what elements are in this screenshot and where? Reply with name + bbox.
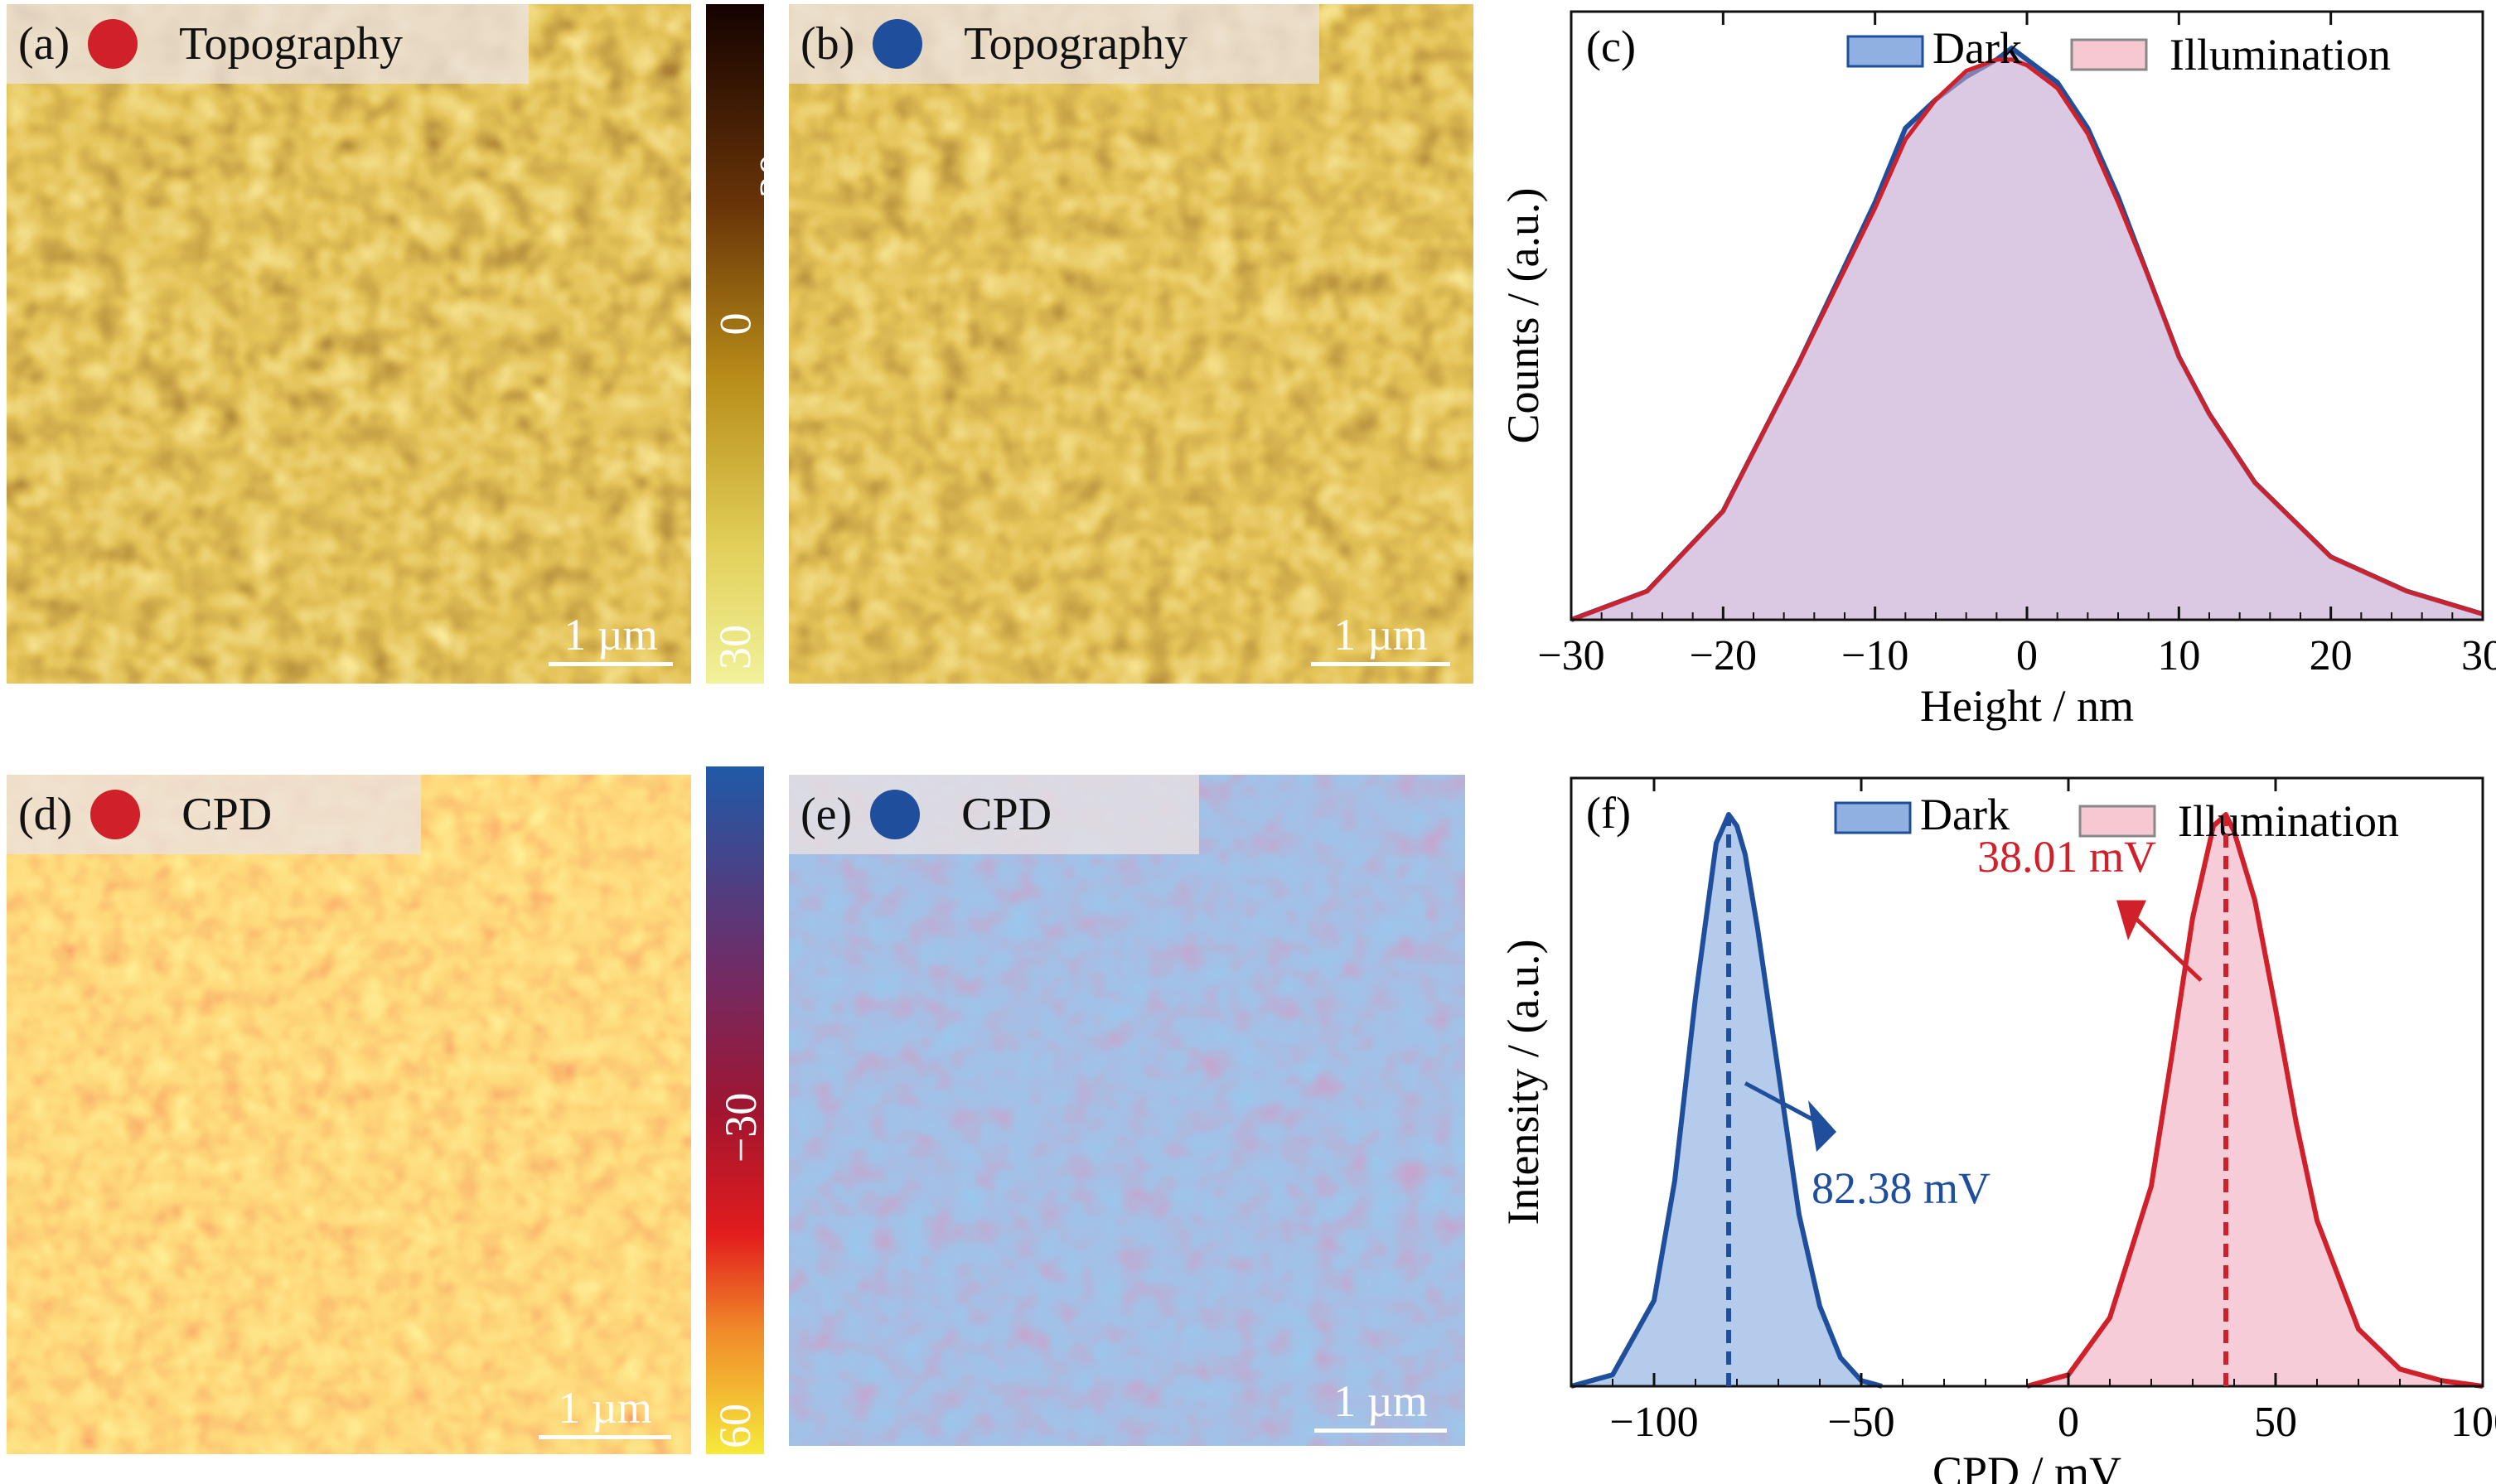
topography-colorbar: −30 nm 0 30 [706,4,801,684]
colorbar-bottom-label: 30 [710,625,760,669]
cpd-colorbar: −120 mV −30 60 [706,766,816,1454]
series-line-illumination [2026,812,2484,1389]
x-tick-label: −30 [1537,632,1604,679]
annotation-arrow [2133,916,2203,982]
panel-letter: (f) [1586,788,1631,838]
x-tick-label: −20 [1690,632,1757,679]
legend-swatch-dark [1846,35,1924,68]
panel-letter: (d) [18,789,73,840]
series-line-dark [1570,812,1883,1389]
panel-a-label: (a) Topography [7,4,529,84]
topography-image-a [7,4,691,684]
panel-letter: (a) [18,18,70,70]
x-tick-label: −10 [1841,632,1908,679]
panel-title: CPD [961,789,1052,840]
panel-e-label: (e) CPD [789,775,1199,854]
scale-label: 1 µm [558,1383,652,1433]
panel-letter: (e) [801,789,853,840]
panel-letter: (c) [1586,22,1636,71]
scale-bar: 1 µm [539,1382,671,1439]
x-axis-label: CPD / mV [1932,1448,2121,1484]
x-tick-label: 100 [2450,1399,2496,1446]
series-line-illumination [1570,57,2484,622]
x-axis-label: Height / nm [1920,681,2134,731]
height-histogram-svg: −30 −20 −10 0 10 20 30 Height / nm Counts / (a.u… [1498,10,2496,731]
series-area-illumination [2027,815,2483,1386]
scale-line [1311,662,1450,666]
x-tick-label: 20 [2310,632,2353,679]
panel-title: CPD [181,789,273,840]
colorbar-mid-label: −30 [716,1092,767,1163]
series-area-illumination [1571,59,2483,620]
panel-title: Topography [964,18,1188,70]
legend-label-illumination: Illumination [2178,796,2399,846]
dark-dot-icon [88,19,138,69]
legend-swatch-illumination [2078,805,2156,838]
legend-label-dark: Dark [1920,790,2010,839]
colorbar-top-label: −30 nm [750,85,801,224]
colorbar-bottom-label: 60 [710,1404,760,1448]
cpd-image-e [789,775,1465,1446]
annotation-arrow [1744,1081,1821,1125]
legend-label-illumination: Illumination [2169,30,2391,80]
x-tick-label: 30 [2461,632,2496,679]
cpd-map-illumination [789,775,1465,1446]
scale-label: 1 µm [564,610,658,660]
topography-colorbar-gradient [706,4,764,684]
annotation-arrowhead [1808,1100,1836,1153]
topography-map-dark [7,4,691,684]
x-tick-label: −100 [1609,1399,1698,1446]
scale-line [549,662,673,666]
panel-b-label: (b) Topography [789,4,1319,84]
cpd-colorbar-gradient [706,766,764,1454]
x-tick-label: 0 [2016,632,2038,679]
colorbar-mid-label: 0 [710,312,760,336]
x-tick-label: 10 [2157,632,2200,679]
y-axis-label: Intensity / (a.u.) [1498,940,1548,1225]
scale-label: 1 µm [1333,1376,1428,1426]
topography-image-b [789,4,1473,684]
annotation-label-dark: 82.38 mV [1812,1163,1991,1213]
annotation-arrowhead [2116,900,2146,940]
panel-letter: (b) [801,18,855,70]
panel-d-label: (d) CPD [7,775,421,854]
series-area-dark [1571,48,2483,621]
scale-bar: 1 µm [1311,609,1450,666]
scale-label: 1 µm [1333,610,1428,660]
illumination-dot-icon [870,790,921,839]
x-tick-label: −50 [1827,1399,1894,1446]
illumination-dot-icon [873,19,923,69]
x-tick-label: 0 [2058,1399,2079,1446]
cpd-map-dark [7,775,691,1454]
annotation-label-illumination: 38.01 mV [1977,832,2156,882]
scale-bar: 1 µm [1314,1375,1447,1433]
scale-line [1314,1428,1447,1433]
height-histogram-chart: −30 −20 −10 0 10 20 30 Height / nm Counts / (a.u… [1483,0,2496,746]
scale-line [539,1435,671,1439]
panel-title: Topography [179,18,403,70]
cpd-histogram-chart: −100 −50 0 50 100 CPD / mV Intensity / (a.u.) (… [1483,766,2496,1484]
cpd-image-d [7,775,691,1454]
dark-dot-icon [90,790,141,839]
colorbar-top-label: −120 mV [706,831,816,1002]
x-tick-label: 50 [2254,1399,2297,1446]
scale-bar: 1 µm [549,609,673,666]
legend-label-dark: Dark [1932,23,2022,73]
legend-swatch-dark [1834,801,1912,834]
cpd-histogram-svg: −100 −50 0 50 100 CPD / mV Intensity / (a.u.) (… [1498,776,2496,1484]
topography-map-illumination [789,4,1473,684]
y-axis-label: Counts / (a.u.) [1498,188,1548,444]
legend-swatch-illumination [2070,38,2148,71]
